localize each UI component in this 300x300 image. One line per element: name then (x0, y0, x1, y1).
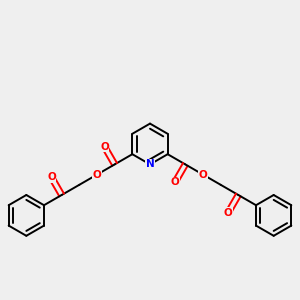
Text: O: O (171, 177, 179, 187)
Text: O: O (47, 172, 56, 182)
Text: O: O (100, 142, 109, 152)
Text: O: O (224, 208, 233, 218)
Text: N: N (146, 159, 154, 170)
Text: O: O (199, 169, 207, 180)
Text: O: O (93, 169, 101, 180)
